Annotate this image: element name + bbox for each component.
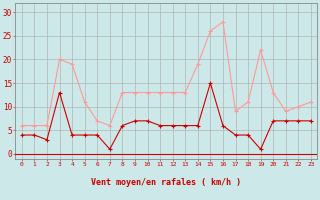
X-axis label: Vent moyen/en rafales ( km/h ): Vent moyen/en rafales ( km/h ) xyxy=(92,178,241,187)
